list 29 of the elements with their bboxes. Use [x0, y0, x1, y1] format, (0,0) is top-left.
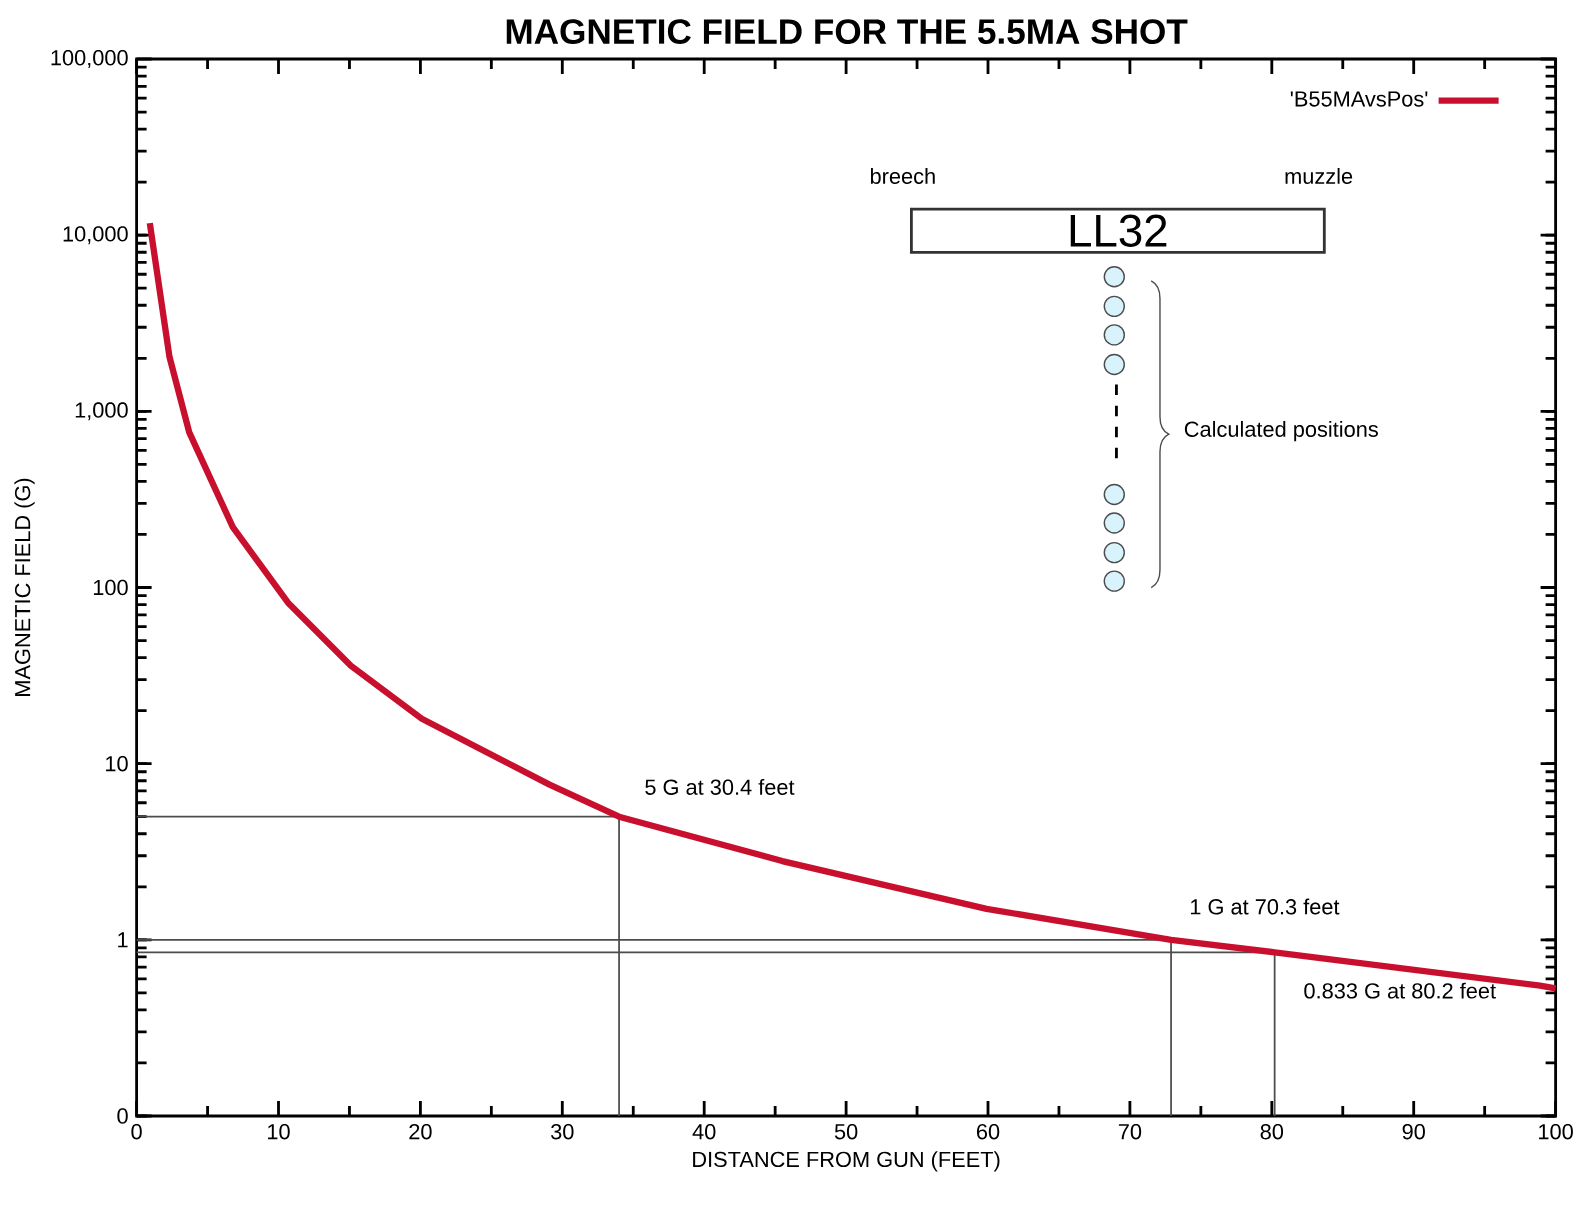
annotation: 1 G at 70.3 feet — [1190, 898, 1340, 915]
y-tick-label: 100,000 — [51, 50, 128, 69]
y-tick-label: 0 — [117, 1108, 128, 1124]
annotation: 5 G at 30.4 feet — [645, 778, 795, 795]
annotation: breech — [870, 167, 935, 184]
y-tick-label: 1,000 — [75, 402, 128, 421]
x-tick-label: 100 — [1539, 1123, 1573, 1140]
x-tick-label: 60 — [976, 1123, 1000, 1140]
legend-label: 'B55MAvsPos' — [1290, 91, 1428, 107]
x-tick-label: 30 — [551, 1123, 574, 1140]
x-tick-label: 10 — [268, 1123, 290, 1140]
annotation: LL32 — [1070, 214, 1167, 247]
x-tick-label: 20 — [409, 1123, 432, 1140]
annotation: 0.833 G at 80.2 feet — [1304, 982, 1496, 999]
x-tick-label: 70 — [1118, 1123, 1142, 1140]
x-axis-title: DISTANCE FROM GUN (FEET) — [693, 1151, 1000, 1172]
x-tick-label: 0 — [131, 1123, 142, 1140]
x-tick-label: 50 — [834, 1123, 858, 1140]
y-axis-title: MAGNETIC FIELD (G) — [14, 478, 35, 696]
x-tick-label: 40 — [692, 1123, 716, 1140]
annotation: Calculated positions — [1184, 420, 1378, 442]
y-tick-label: 1 — [118, 932, 128, 948]
annotation: muzzle — [1285, 167, 1353, 184]
chart-title: MAGNETIC FIELD FOR THE 5.5MA SHOT — [506, 19, 1188, 44]
y-tick-label: 100 — [93, 579, 128, 596]
x-tick-label: 90 — [1402, 1123, 1425, 1140]
x-tick-label: 80 — [1260, 1123, 1284, 1140]
y-tick-label: 10,000 — [63, 226, 128, 245]
y-tick-label: 10 — [106, 755, 128, 772]
